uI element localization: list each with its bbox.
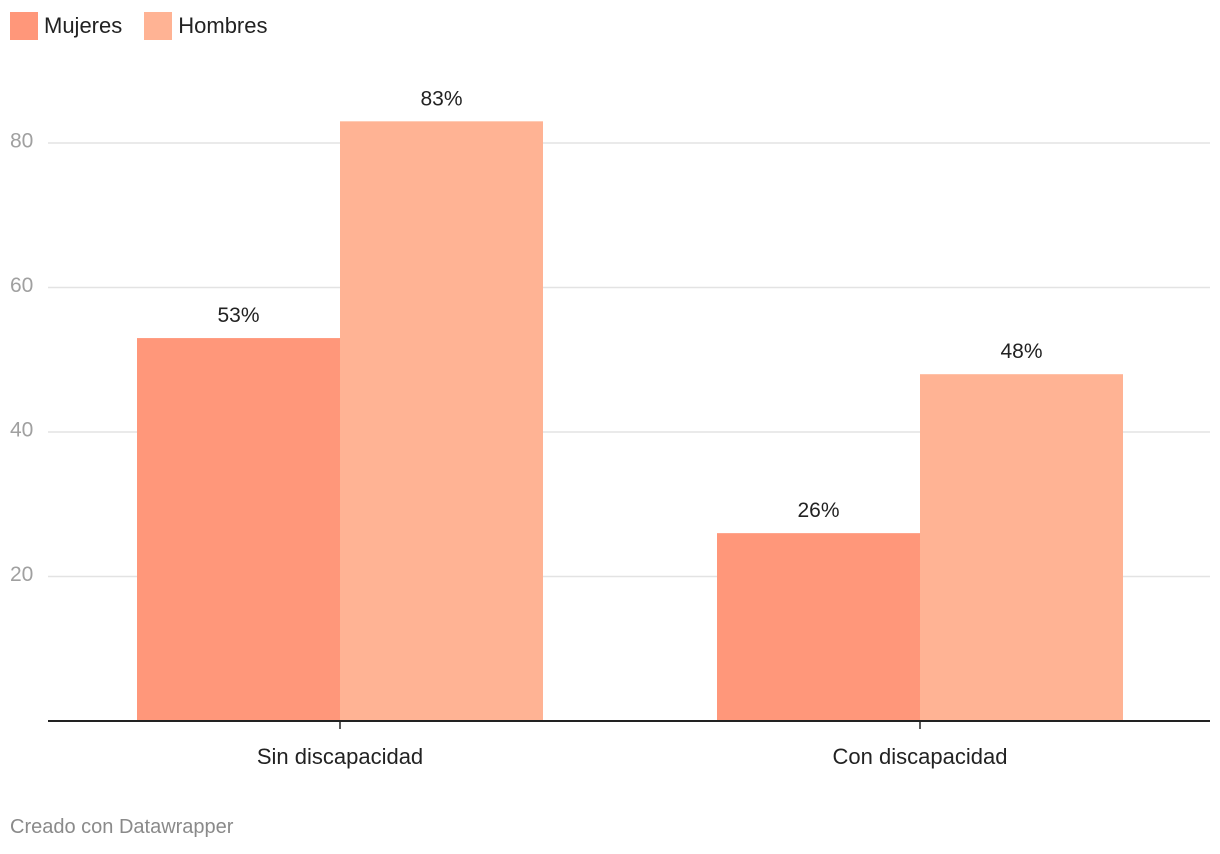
bar-mujeres-con <box>717 533 920 721</box>
data-label-hombres-sin: 83% <box>420 87 462 110</box>
bar-hombres-sin <box>340 121 543 721</box>
data-label-mujeres-sin: 53% <box>217 304 259 327</box>
bar-hombres-con <box>920 374 1123 721</box>
data-label-hombres-con: 48% <box>1000 340 1042 363</box>
y-tick-label-60: 60 <box>10 274 33 297</box>
chart-legend: Mujeres Hombres <box>10 12 268 40</box>
legend-item-hombres: Hombres <box>144 12 268 40</box>
bar-chart: 20 40 60 80 53% 83% 26% 48% Sin discapacidad Con … <box>10 87 1210 769</box>
legend-swatch-mujeres <box>10 12 38 40</box>
x-category-label-0: Sin discapacidad <box>257 744 423 769</box>
legend-swatch-hombres <box>144 12 173 40</box>
legend-label-mujeres: Mujeres <box>44 13 123 38</box>
legend-item-mujeres: Mujeres <box>10 12 122 40</box>
footer-credit: Creado con Datawrapper <box>10 816 234 838</box>
legend-label-hombres: Hombres <box>178 13 268 38</box>
y-tick-label-20: 20 <box>10 563 33 586</box>
y-tick-label-80: 80 <box>10 130 33 153</box>
bar-mujeres-sin <box>137 338 340 721</box>
y-tick-label-40: 40 <box>10 419 33 442</box>
data-label-mujeres-con: 26% <box>797 499 839 522</box>
x-category-label-1: Con discapacidad <box>833 744 1008 769</box>
